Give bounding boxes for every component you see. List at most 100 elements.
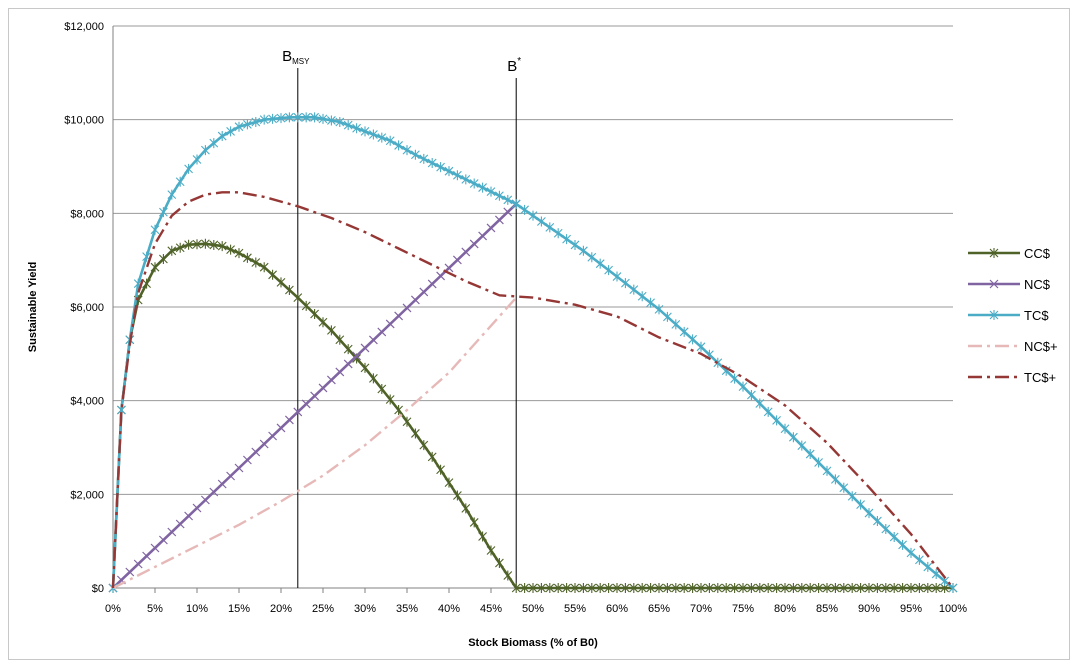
legend-label: CC$ [1024, 246, 1051, 261]
x-axis-title: Stock Biomass (% of B0) [468, 637, 598, 649]
data-point [209, 138, 219, 149]
x-tick-label: 35% [396, 603, 418, 615]
data-point [369, 129, 378, 140]
data-point [293, 112, 303, 123]
data-point [360, 362, 370, 373]
data-point [394, 140, 403, 151]
data-point [562, 583, 571, 593]
data-point [629, 284, 639, 295]
data-point [906, 547, 916, 558]
data-point [696, 583, 706, 593]
data-point [453, 490, 462, 501]
data-point [898, 583, 907, 593]
data-point [579, 245, 588, 256]
data-point [528, 583, 538, 593]
data-point [831, 583, 840, 593]
data-point [637, 583, 647, 593]
series-tc [111, 191, 954, 589]
series-nc [112, 296, 518, 590]
data-point [873, 516, 882, 527]
y-tick-label: $2,000 [70, 489, 104, 501]
data-point [150, 224, 160, 235]
data-point [301, 399, 311, 409]
data-point [520, 583, 529, 593]
data-point [780, 423, 790, 434]
data-point [671, 583, 681, 593]
data-point [360, 126, 370, 137]
data-point [461, 503, 471, 514]
data-point [200, 495, 210, 505]
data-point [495, 558, 504, 569]
data-point [789, 583, 798, 593]
data-point [763, 583, 773, 593]
data-point [402, 303, 412, 313]
data-point [856, 583, 865, 593]
legend-item-nc: NC$+ [968, 339, 1058, 354]
data-point [461, 247, 471, 257]
data-point [738, 381, 748, 392]
data-point [923, 561, 933, 572]
data-point [175, 176, 185, 187]
x-tick-label: 55% [564, 603, 586, 615]
data-point [259, 439, 269, 449]
data-point [209, 487, 219, 497]
data-point [721, 583, 731, 593]
series-line [112, 296, 518, 590]
data-point [881, 583, 891, 593]
data-point [377, 132, 387, 143]
data-point [217, 131, 227, 142]
data-point [814, 583, 823, 593]
data-point [579, 583, 588, 593]
data-point [217, 479, 227, 489]
legend-item-tc: TC$ [968, 308, 1049, 323]
data-point [133, 559, 143, 569]
data-point [419, 287, 429, 297]
legend-label: TC$ [1024, 308, 1049, 323]
data-point [562, 234, 571, 245]
legend-label: NC$+ [1024, 339, 1058, 354]
data-point [243, 252, 252, 263]
data-point [192, 239, 202, 250]
data-point [772, 583, 781, 593]
data-point [259, 262, 269, 273]
data-point [663, 583, 672, 593]
data-point [394, 405, 403, 416]
x-tick-label: 30% [354, 603, 376, 615]
data-point [326, 375, 336, 385]
data-point [612, 271, 622, 282]
data-point [310, 112, 319, 123]
data-point [889, 583, 899, 593]
data-point [209, 239, 219, 250]
series-tc [108, 112, 958, 593]
data-point [637, 291, 647, 302]
data-point [679, 326, 689, 337]
reference-label-subscript: MSY [292, 57, 310, 66]
data-point [469, 178, 479, 189]
y-tick-label: $8,000 [70, 208, 104, 220]
data-point [419, 153, 429, 164]
y-tick-label: $6,000 [70, 302, 104, 314]
data-point [293, 292, 303, 303]
data-point [427, 279, 437, 289]
data-point [797, 440, 807, 451]
data-point [276, 423, 286, 433]
data-point [318, 113, 328, 124]
x-tick-label: 80% [774, 603, 796, 615]
data-point [486, 545, 496, 556]
data-point [385, 135, 395, 146]
data-point [184, 511, 194, 521]
data-point [444, 477, 454, 488]
data-point [478, 182, 487, 193]
data-point [814, 457, 823, 468]
data-point [335, 334, 345, 345]
data-point [604, 265, 613, 276]
data-point [142, 278, 151, 289]
data-point [411, 428, 420, 439]
data-point [175, 519, 185, 529]
data-point [570, 583, 580, 593]
data-point [494, 215, 504, 225]
data-point [654, 583, 664, 593]
data-point [226, 471, 236, 481]
data-point [175, 242, 185, 253]
data-point [444, 166, 454, 177]
